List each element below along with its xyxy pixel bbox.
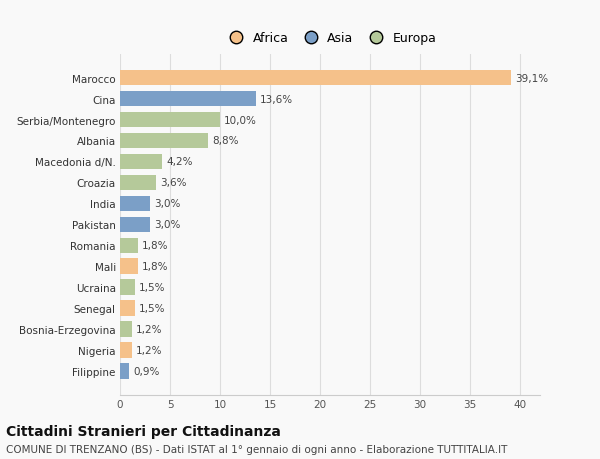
Bar (120, 322, 132, 337)
Text: COMUNE DI TRENZANO (BS) - Dati ISTAT al 1° gennaio di ogni anno - Elaborazione T: COMUNE DI TRENZANO (BS) - Dati ISTAT al … (6, 444, 508, 454)
Text: 0,9%: 0,9% (133, 366, 160, 376)
Text: 13,6%: 13,6% (260, 94, 293, 104)
Bar (120, 364, 129, 379)
Text: Cittadini Stranieri per Cittadinanza: Cittadini Stranieri per Cittadinanza (6, 425, 281, 438)
Text: 39,1%: 39,1% (515, 73, 548, 84)
Bar (120, 343, 132, 358)
Bar (120, 91, 256, 107)
Legend: Africa, Asia, Europa: Africa, Asia, Europa (219, 28, 441, 50)
Bar (120, 112, 220, 128)
Text: 1,8%: 1,8% (142, 241, 169, 251)
Bar (120, 196, 150, 212)
Text: 3,6%: 3,6% (160, 178, 187, 188)
Bar (120, 259, 138, 274)
Text: 1,2%: 1,2% (136, 325, 163, 335)
Bar (120, 217, 150, 233)
Text: 1,8%: 1,8% (142, 262, 169, 272)
Text: 1,2%: 1,2% (136, 346, 163, 356)
Bar (120, 133, 208, 149)
Text: 8,8%: 8,8% (212, 136, 239, 146)
Text: 4,2%: 4,2% (166, 157, 193, 167)
Text: 1,5%: 1,5% (139, 304, 166, 313)
Bar (120, 154, 162, 170)
Bar (120, 280, 135, 296)
Text: 1,5%: 1,5% (139, 283, 166, 293)
Bar (120, 175, 156, 191)
Text: 3,0%: 3,0% (154, 220, 181, 230)
Text: 3,0%: 3,0% (154, 199, 181, 209)
Bar (120, 301, 135, 317)
Text: 10,0%: 10,0% (224, 115, 257, 125)
Bar (120, 238, 138, 254)
Bar (120, 71, 511, 86)
